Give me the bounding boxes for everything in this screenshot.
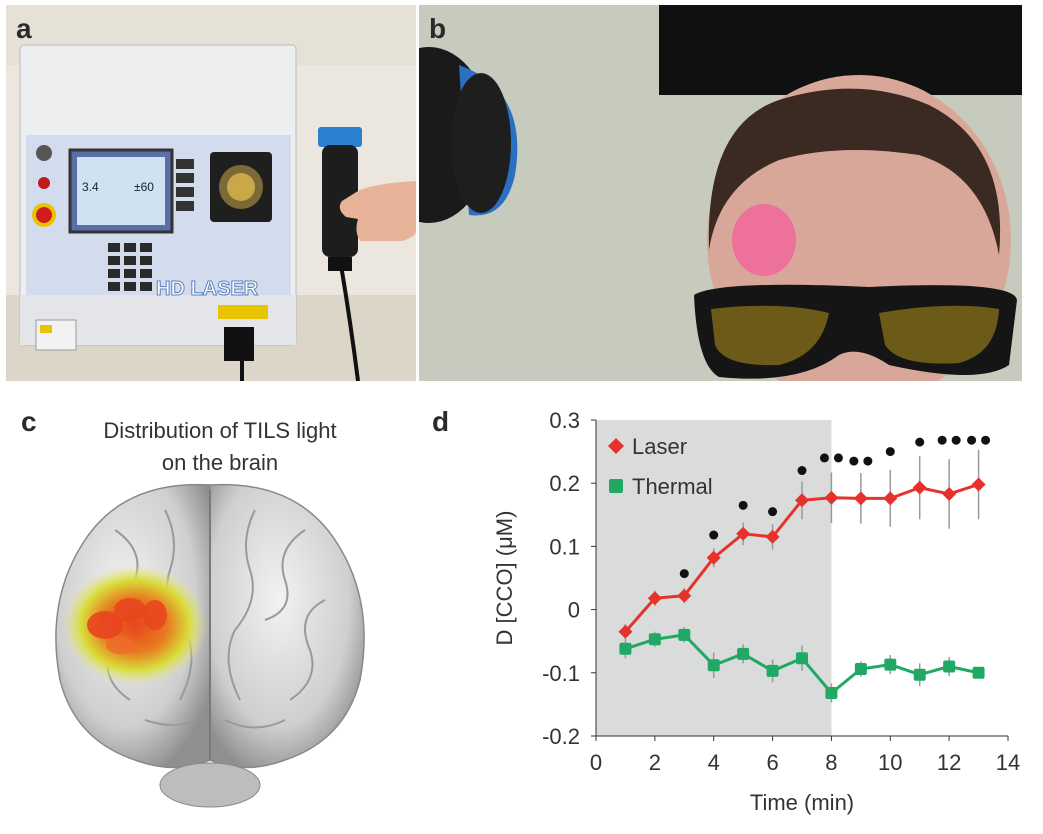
panel-c-label: c (21, 406, 37, 437)
significance-markers (679, 435, 991, 579)
laser-spot (732, 204, 796, 276)
significance-dot (768, 507, 778, 517)
x-tick-label: 12 (937, 750, 961, 775)
significance-dot (981, 435, 991, 445)
series-markers (618, 477, 986, 700)
significance-dot (967, 435, 977, 445)
brain-illustration (55, 483, 365, 808)
panel-b-treatment-photo: b (419, 5, 1022, 381)
thermal-point (913, 668, 926, 681)
device-brand: HD LASER (156, 278, 259, 300)
screen-value-1: 3.4 (82, 180, 99, 194)
significance-dot (679, 569, 689, 579)
laser-point (736, 526, 751, 541)
x-tick-label: 8 (825, 750, 837, 775)
y-tick-label: 0.3 (549, 408, 580, 433)
panel-c-title-line1: Distribution of TILS light (103, 418, 337, 443)
thermal-point (884, 658, 897, 671)
y-tick-label: -0.1 (542, 661, 580, 686)
significance-dot (709, 530, 719, 540)
laser-point (942, 486, 957, 501)
cco-time-chart: 0 2 4 6 8 10 12 14 -0.2 -0.1 0 0.1 0.2 0.3 Laser Therm… (492, 408, 1020, 815)
laser-point (795, 493, 809, 508)
panel-a-device-photo: 3.4 ±60 HD LASER (6, 5, 416, 381)
panel-b-label: b (429, 13, 447, 44)
laser-point (647, 591, 662, 606)
thermal-point (737, 647, 750, 660)
laser-point (912, 480, 927, 495)
thermal-point (619, 642, 632, 655)
treatment-illustration (419, 5, 1022, 381)
shaded-region (596, 420, 832, 736)
significance-dot (937, 435, 947, 445)
significance-dot (885, 447, 895, 457)
y-tick-label: 0 (568, 598, 580, 623)
y-tick-label: 0.2 (549, 471, 580, 496)
significance-dot (833, 453, 843, 463)
tick-labels: 0 2 4 6 8 10 12 14 -0.2 -0.1 0 0.1 0.2 0.3 (542, 408, 1020, 775)
thermal-point (766, 664, 779, 677)
x-tick-label: 6 (766, 750, 778, 775)
panel-d-chart: d 0 2 4 6 8 10 12 14 -0.2 -0.1 0 0.1 0.2 0.3 Laser The… (430, 400, 1043, 830)
legend-thermal-marker (609, 479, 623, 493)
laser-device-illustration: 3.4 ±60 HD LASER (6, 5, 416, 381)
stimulation-shaded-region (596, 420, 832, 736)
thermal-point (854, 663, 867, 676)
significance-dot (819, 453, 829, 463)
x-tick-label: 0 (590, 750, 602, 775)
thermal-point (707, 659, 720, 672)
laser-point (883, 491, 898, 506)
x-tick-label: 10 (878, 750, 902, 775)
laser-point (853, 491, 868, 506)
screen-value-2: ±60 (134, 180, 154, 194)
laser-point (971, 477, 986, 492)
tils-heatmap (63, 565, 207, 685)
laser-point (824, 490, 839, 505)
significance-dot (738, 500, 748, 510)
significance-dot (915, 437, 925, 447)
thermal-point (943, 660, 956, 673)
laser-point (677, 588, 692, 603)
chart-axes (595, 420, 1008, 737)
x-axis-label: Time (min) (750, 790, 854, 815)
y-tick-label: -0.2 (542, 724, 580, 749)
significance-dot (863, 456, 873, 466)
thermal-point (825, 687, 838, 700)
legend-laser-marker (608, 438, 624, 454)
legend-laser-label: Laser (632, 434, 687, 459)
significance-dot (951, 435, 961, 445)
laser-point (706, 550, 721, 565)
panel-c-brain: c Distribution of TILS light on the brai… (5, 400, 425, 830)
legend-thermal-label: Thermal (632, 474, 713, 499)
significance-dot (797, 466, 807, 476)
x-tick-label: 2 (649, 750, 661, 775)
thermal-point (678, 628, 691, 641)
panel-d-label: d (432, 406, 450, 437)
thermal-point (796, 652, 808, 665)
y-axis-label: D [CCO] (μM) (492, 511, 517, 646)
laser-point (618, 624, 633, 639)
panel-c-title-line2: on the brain (161, 450, 279, 475)
panel-a-label: a (16, 13, 32, 44)
significance-dot (849, 456, 859, 466)
thermal-point (972, 666, 985, 679)
x-tick-label: 14 (996, 750, 1020, 775)
chart-legend: Laser Thermal (608, 434, 713, 499)
x-tick-label: 4 (708, 750, 720, 775)
y-tick-label: 0.1 (549, 534, 580, 559)
thermal-point (648, 633, 661, 646)
laser-point (765, 529, 780, 544)
